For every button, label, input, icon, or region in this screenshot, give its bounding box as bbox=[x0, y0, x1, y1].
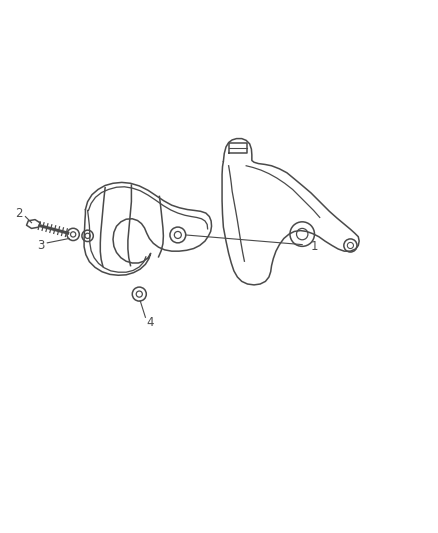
Text: 4: 4 bbox=[146, 316, 154, 329]
Text: 1: 1 bbox=[311, 240, 318, 253]
Text: 3: 3 bbox=[38, 239, 45, 252]
Text: 2: 2 bbox=[14, 207, 22, 220]
